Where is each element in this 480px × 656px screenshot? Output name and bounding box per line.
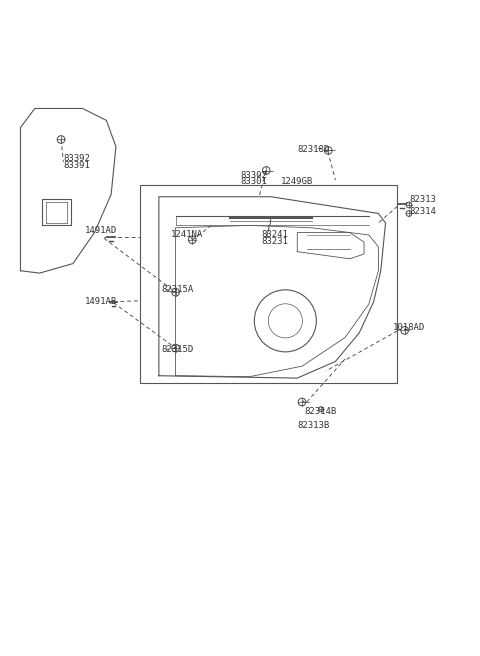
Text: 1018AD: 1018AD <box>393 323 425 333</box>
Text: 83231: 83231 <box>262 237 288 245</box>
Text: 83392: 83392 <box>63 154 90 163</box>
Text: 83241: 83241 <box>262 230 288 239</box>
Text: 82313: 82313 <box>409 195 436 203</box>
Text: 82314B: 82314B <box>304 407 336 416</box>
Text: 1491AD: 1491AD <box>85 226 117 235</box>
Text: 82313B: 82313B <box>297 421 329 430</box>
Text: 1249GB: 1249GB <box>281 177 313 186</box>
Text: 82318D: 82318D <box>297 144 329 154</box>
Text: 83391: 83391 <box>63 161 90 171</box>
Text: 82315A: 82315A <box>161 285 193 295</box>
Text: 83301: 83301 <box>240 177 267 186</box>
Text: 1491AB: 1491AB <box>85 297 117 306</box>
Text: 83302: 83302 <box>240 171 267 180</box>
Text: 82314: 82314 <box>409 207 436 216</box>
Text: 82315D: 82315D <box>161 345 193 354</box>
Text: 1241NA: 1241NA <box>171 230 203 239</box>
